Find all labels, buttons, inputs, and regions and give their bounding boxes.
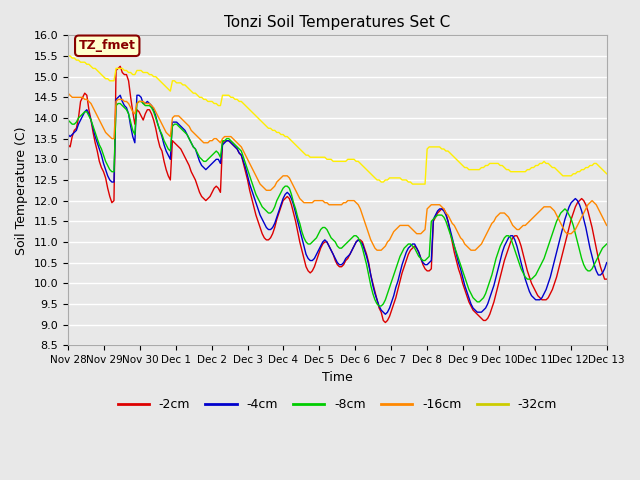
Text: TZ_fmet: TZ_fmet	[79, 39, 136, 52]
Y-axis label: Soil Temperature (C): Soil Temperature (C)	[15, 126, 28, 254]
Title: Tonzi Soil Temperatures Set C: Tonzi Soil Temperatures Set C	[224, 15, 451, 30]
Legend: -2cm, -4cm, -8cm, -16cm, -32cm: -2cm, -4cm, -8cm, -16cm, -32cm	[113, 394, 562, 417]
X-axis label: Time: Time	[322, 371, 353, 384]
